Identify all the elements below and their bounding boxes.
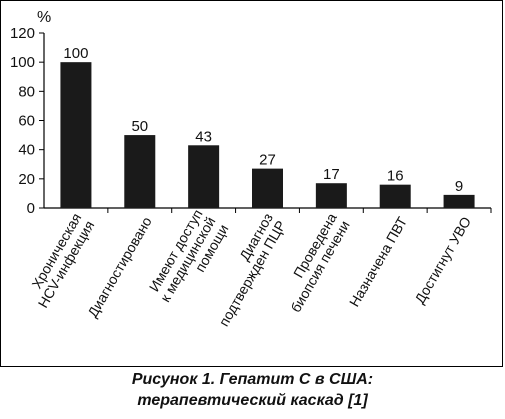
y-tick-label: 100 (10, 54, 35, 71)
bar (252, 168, 283, 208)
y-tick-label: 80 (18, 83, 35, 100)
bar-chart: % 0 20 40 60 80 100 120 100 50 43 27 17 16 9 Хрониче… (10, 9, 492, 329)
y-unit-label: % (37, 9, 51, 26)
y-axis-ticks: 0 20 40 60 80 100 120 (10, 25, 44, 217)
bar (188, 145, 220, 208)
bars: 100 50 43 27 17 16 9 (60, 45, 475, 208)
y-tick-label: 120 (10, 25, 35, 42)
bar (60, 62, 92, 208)
y-tick-label: 40 (18, 142, 35, 159)
bar-value-label: 50 (131, 118, 148, 135)
bar-value-label: 16 (387, 168, 404, 185)
bar-value-label: 27 (259, 152, 276, 169)
bar (124, 135, 156, 208)
caption-line-1: Рисунок 1. Гепатит С в США: (131, 371, 374, 388)
x-axis-labels: ХроническаяHCV-инфекцияДиагностированоИм… (22, 207, 492, 329)
x-category-label: Имеют доступк медицинскойпомощи (144, 207, 232, 313)
x-category-label: Достигнут УВО (411, 214, 474, 306)
x-category-label: Назначена ПВТ (346, 214, 411, 310)
y-tick-label: 0 (27, 200, 35, 217)
bar (315, 183, 347, 208)
y-tick-label: 60 (18, 113, 35, 130)
bar (379, 184, 411, 208)
bar-value-label: 43 (195, 128, 212, 145)
bar-value-label: 100 (63, 45, 88, 62)
x-category-label: ХроническаяHCV-инфекция (22, 210, 98, 310)
caption-line-2: терапевтический каскад [1] (137, 392, 368, 409)
figure-caption: Рисунок 1. Гепатит С в США: терапевтичес… (0, 369, 505, 411)
bar (443, 194, 475, 208)
y-tick-label: 20 (18, 171, 35, 188)
bar-value-label: 17 (323, 166, 340, 183)
bar-value-label: 9 (455, 178, 463, 195)
